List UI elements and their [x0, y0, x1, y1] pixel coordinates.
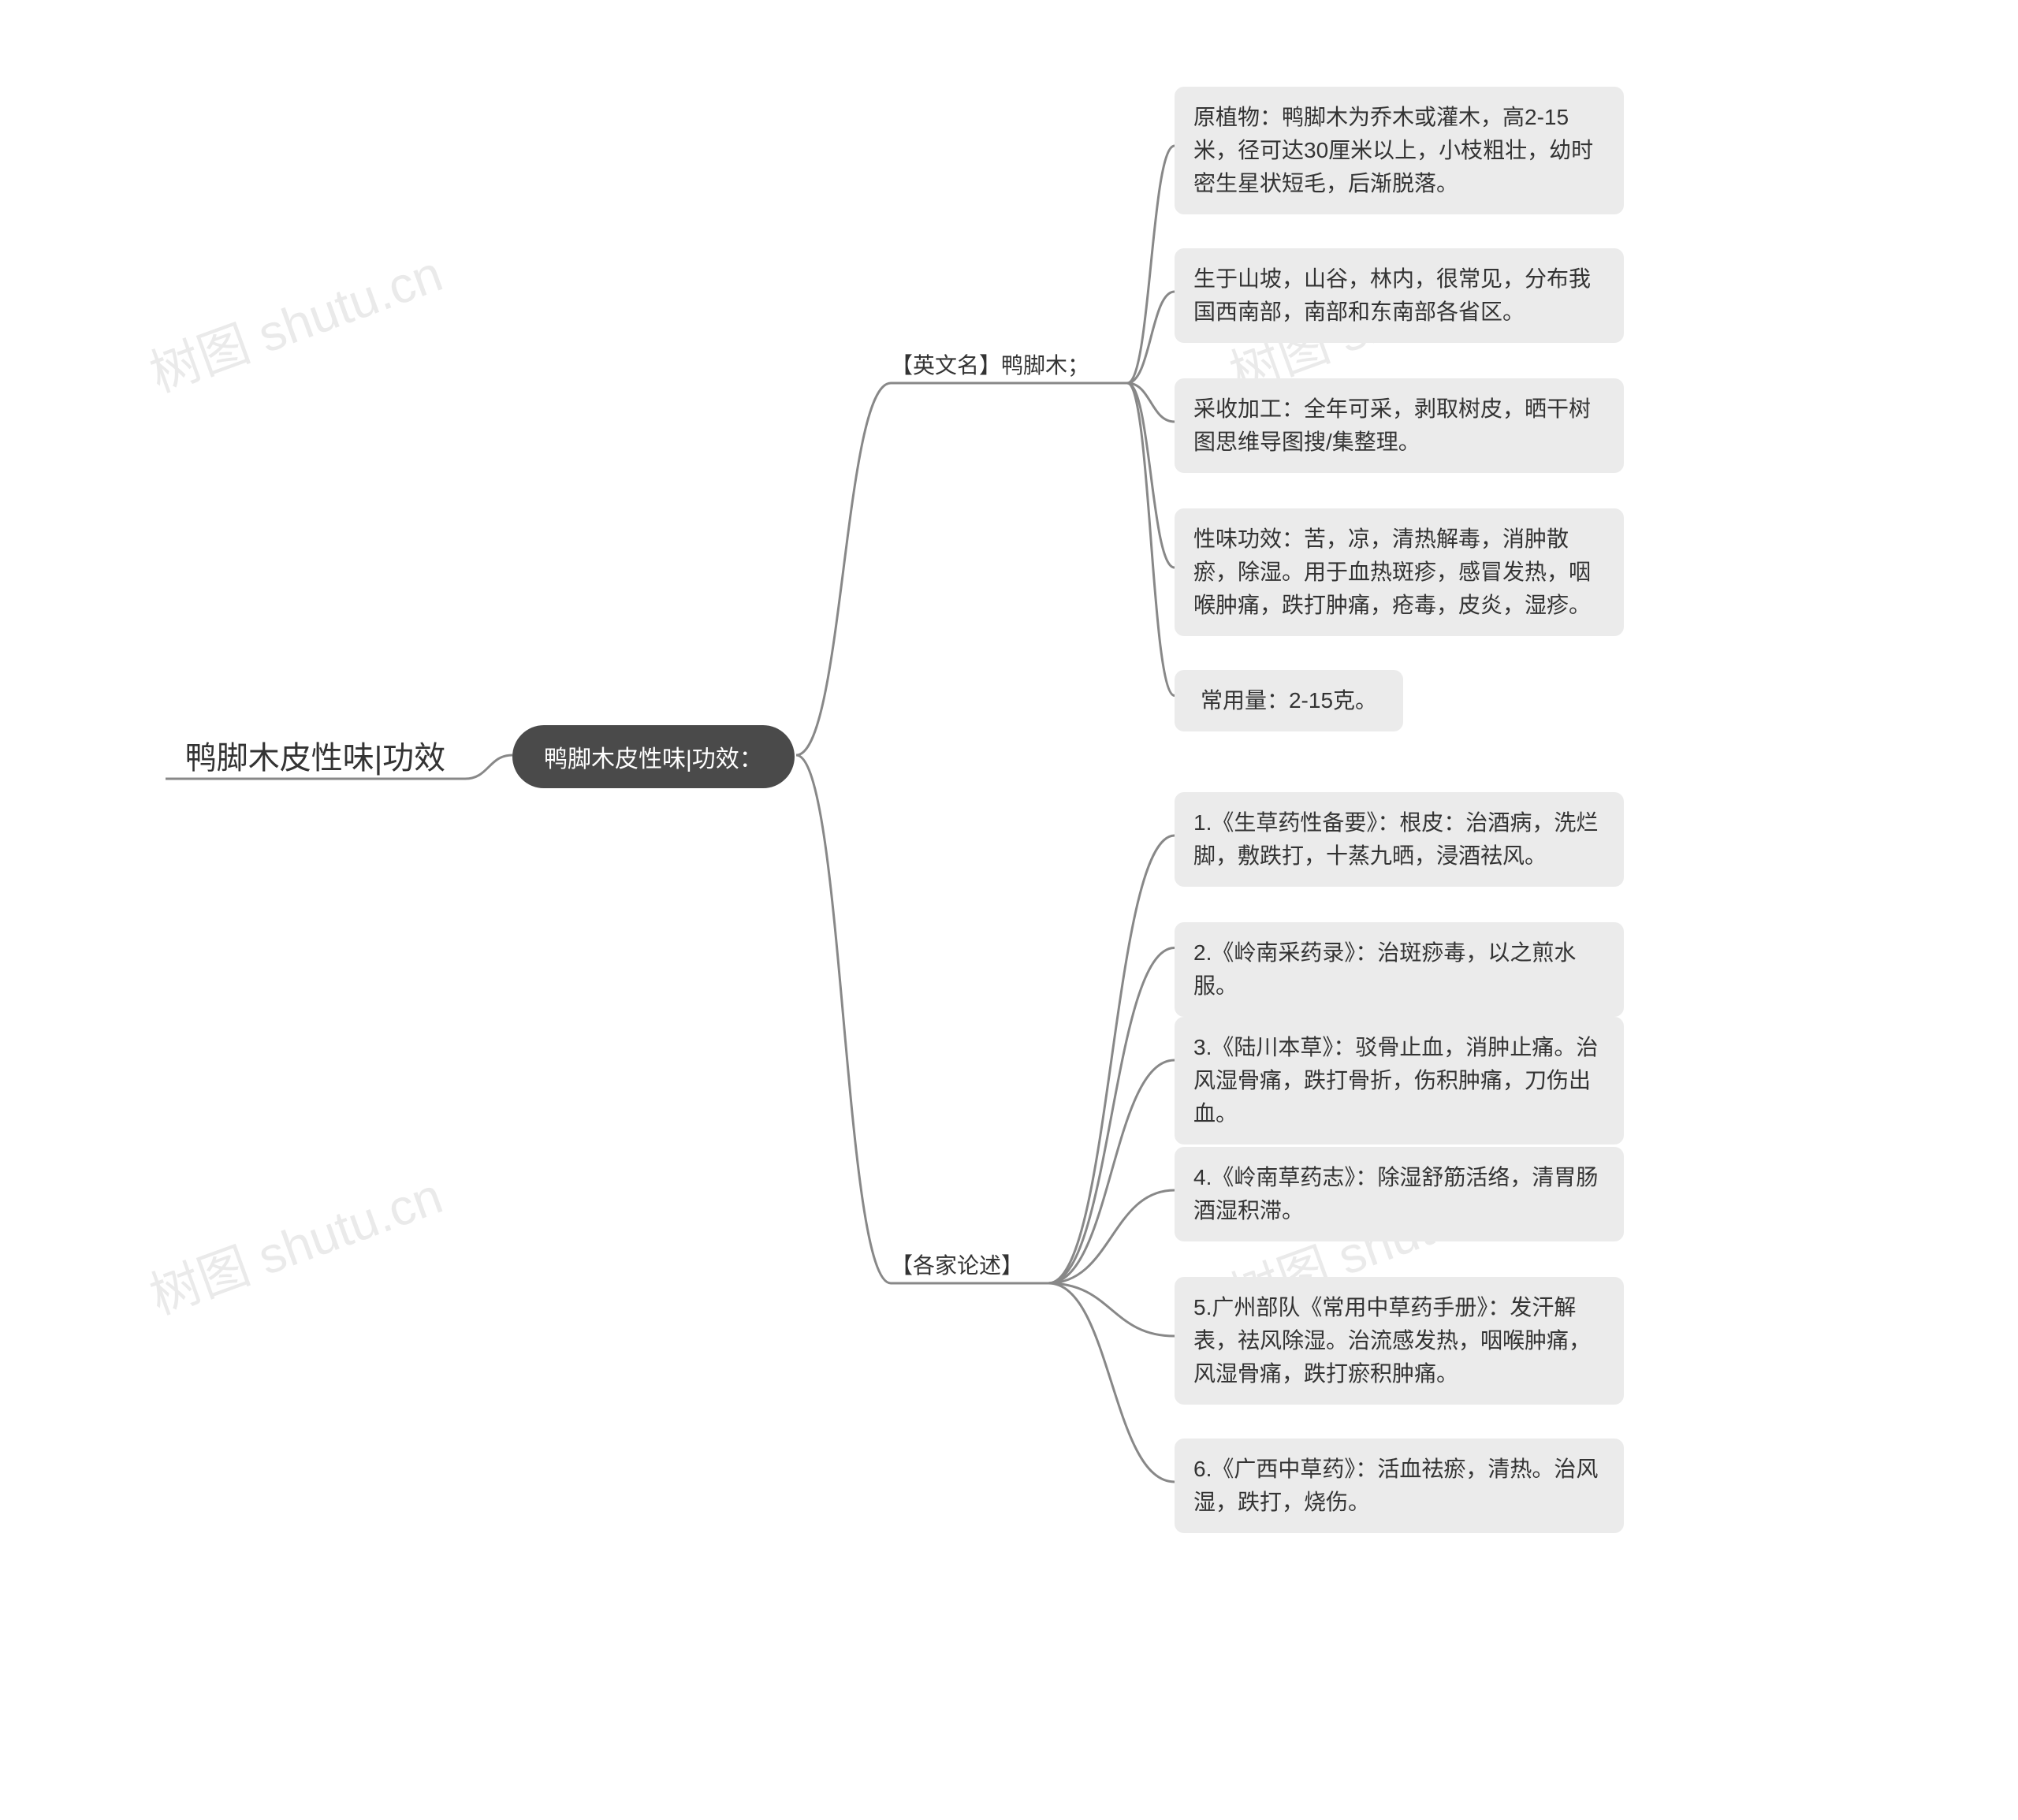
mindmap-canvas: 树图 shutu.cn 树图 shutu.cn 树图 shutu.cn 树图 s…	[0, 0, 2018, 1820]
leaf-text: 4.《岭南草药志》：除湿舒筋活络，清胃肠酒湿积滞。	[1193, 1161, 1605, 1227]
branch-b-node[interactable]: 【各家论述】	[891, 1249, 1023, 1280]
leaf-node[interactable]: 采收加工：全年可采，剥取树皮，晒干树图思维导图搜/集整理。	[1175, 378, 1624, 473]
leaf-text: 原植物：鸭脚木为乔木或灌木，高2-15米，径可达30厘米以上，小枝粗壮，幼时密生…	[1193, 101, 1605, 200]
leaf-node[interactable]: 常用量：2-15克。	[1175, 670, 1403, 731]
leaf-text: 性味功效：苦，凉，清热解毒，消肿散瘀，除湿。用于血热斑疹，感冒发热，咽喉肿痛，跌…	[1193, 523, 1605, 622]
leaf-text: 生于山坡，山谷，林内，很常见，分布我国西南部，南部和东南部各省区。	[1193, 262, 1605, 329]
leaf-node[interactable]: 5.广州部队《常用中草药手册》：发汗解表，祛风除湿。治流感发热，咽喉肿痛，风湿骨…	[1175, 1277, 1624, 1405]
leaf-node[interactable]: 6.《广西中草药》：活血祛瘀，清热。治风湿，跌打，烧伤。	[1175, 1439, 1624, 1533]
leaf-node[interactable]: 性味功效：苦，凉，清热解毒，消肿散瘀，除湿。用于血热斑疹，感冒发热，咽喉肿痛，跌…	[1175, 508, 1624, 636]
branch-a-node[interactable]: 【英文名】鸭脚木；	[891, 348, 1089, 380]
leaf-node[interactable]: 2.《岭南采药录》：治斑痧毒，以之煎水服。	[1175, 922, 1624, 1017]
connector-layer	[0, 0, 2018, 1820]
branch-a-label: 【英文名】鸭脚木；	[891, 348, 1089, 380]
leaf-node[interactable]: 4.《岭南草药志》：除湿舒筋活络，清胃肠酒湿积滞。	[1175, 1147, 1624, 1241]
leaf-text: 常用量：2-15克。	[1201, 684, 1377, 717]
leaf-text: 3.《陆川本草》：驳骨止血，消肿止痛。治风湿骨痛，跌打骨折，伤积肿痛，刀伤出血。	[1193, 1031, 1605, 1130]
leaf-text: 6.《广西中草药》：活血祛瘀，清热。治风湿，跌打，烧伤。	[1193, 1453, 1605, 1519]
leaf-text: 5.广州部队《常用中草药手册》：发汗解表，祛风除湿。治流感发热，咽喉肿痛，风湿骨…	[1193, 1291, 1605, 1390]
leaf-text: 2.《岭南采药录》：治斑痧毒，以之煎水服。	[1193, 936, 1605, 1003]
watermark: 树图 shutu.cn	[139, 233, 451, 406]
leaf-text: 采收加工：全年可采，剥取树皮，晒干树图思维导图搜/集整理。	[1193, 393, 1605, 459]
leaf-node[interactable]: 3.《陆川本草》：驳骨止血，消肿止痛。治风湿骨痛，跌打骨折，伤积肿痛，刀伤出血。	[1175, 1017, 1624, 1144]
leaf-node[interactable]: 生于山坡，山谷，林内，很常见，分布我国西南部，南部和东南部各省区。	[1175, 248, 1624, 343]
branch-b-label: 【各家论述】	[891, 1249, 1023, 1280]
root-node[interactable]: 鸭脚木皮性味|功效	[166, 731, 465, 779]
level1-node[interactable]: 鸭脚木皮性味|功效：	[512, 725, 795, 788]
leaf-node[interactable]: 原植物：鸭脚木为乔木或灌木，高2-15米，径可达30厘米以上，小枝粗壮，幼时密生…	[1175, 87, 1624, 214]
root-label: 鸭脚木皮性味|功效	[185, 732, 445, 778]
watermark: 树图 shutu.cn	[139, 1156, 451, 1328]
leaf-text: 1.《生草药性备要》：根皮：治酒病，洗烂脚，敷跌打，十蒸九晒，浸酒祛风。	[1193, 806, 1605, 873]
leaf-node[interactable]: 1.《生草药性备要》：根皮：治酒病，洗烂脚，敷跌打，十蒸九晒，浸酒祛风。	[1175, 792, 1624, 887]
level1-label: 鸭脚木皮性味|功效：	[544, 739, 763, 774]
